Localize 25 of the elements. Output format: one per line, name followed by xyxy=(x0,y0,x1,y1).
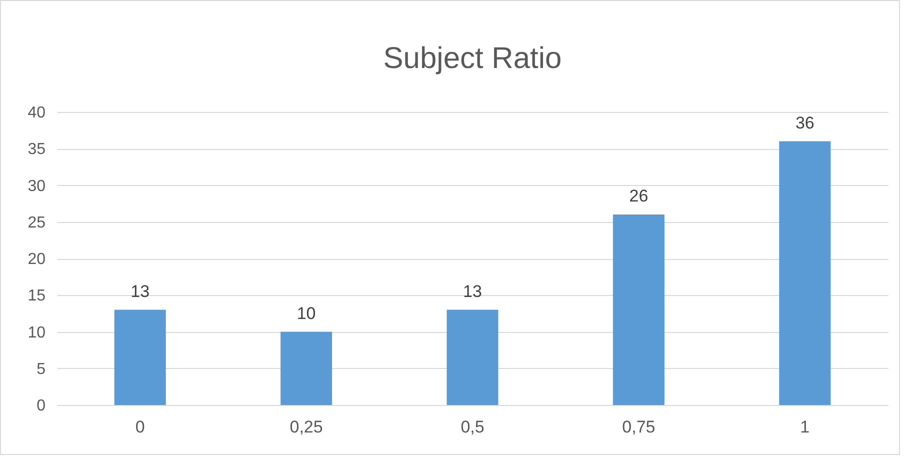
bar xyxy=(446,310,498,405)
y-tick-label: 0 xyxy=(36,398,46,414)
y-tick-label: 25 xyxy=(28,214,46,232)
bar xyxy=(779,141,831,405)
data-label: 10 xyxy=(296,304,316,323)
bar xyxy=(612,214,664,405)
chart-title: Subject Ratio xyxy=(383,42,562,75)
bar xyxy=(280,332,332,405)
y-tick-label: 5 xyxy=(36,360,46,378)
x-tick-label: 1 xyxy=(800,418,810,436)
data-label: 13 xyxy=(463,282,482,301)
y-tick-label: 15 xyxy=(28,288,46,305)
y-tick-label: 20 xyxy=(28,251,46,268)
data-label: 13 xyxy=(130,282,150,301)
x-tick-label: 0,5 xyxy=(460,418,484,436)
x-tick-label: 0 xyxy=(135,418,145,436)
x-tick-label: 0,25 xyxy=(290,418,323,436)
bar xyxy=(114,310,166,405)
x-tick-label: 0,75 xyxy=(622,418,656,436)
y-tick-label: 30 xyxy=(28,178,46,195)
y-tick-label: 40 xyxy=(28,104,46,122)
data-label: 26 xyxy=(629,186,648,206)
data-label: 36 xyxy=(795,113,814,132)
y-tick-label: 10 xyxy=(28,324,46,342)
y-tick-label: 35 xyxy=(28,141,46,158)
